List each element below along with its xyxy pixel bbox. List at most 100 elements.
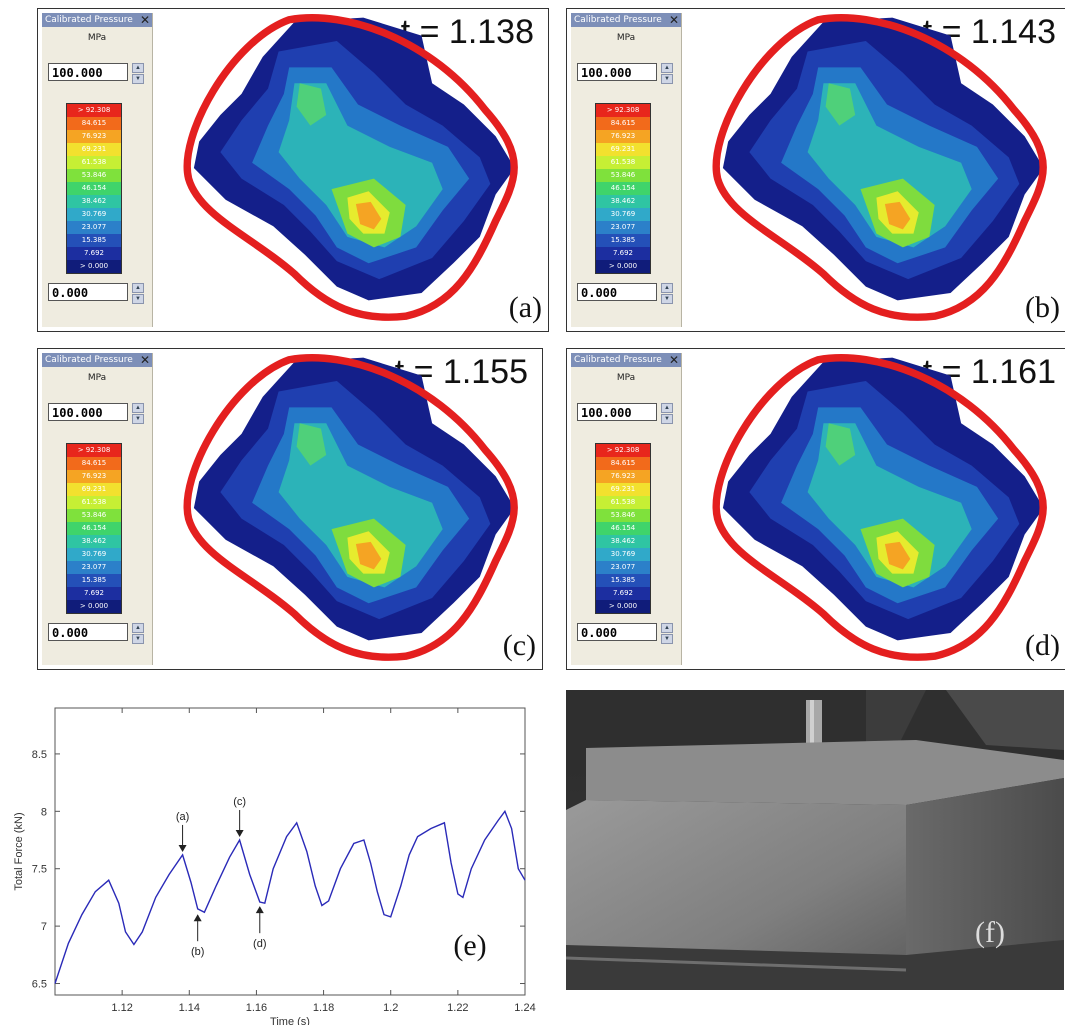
spin-up-icon[interactable]: ▲ [661,403,673,413]
y-tick-label: 8 [41,806,47,818]
scale-entry: 46.154 [596,522,650,535]
scale-entry: 7.692 [67,247,121,260]
scale-entry: 84.615 [596,457,650,470]
upper-spinner[interactable]: ▲ ▼ [661,63,673,84]
color-scale: > 92.308 84.615 76.923 69.231 61.538 53.846 46… [66,103,122,274]
scale-entry: 7.692 [596,247,650,260]
scale-entry: 38.462 [67,535,121,548]
spin-down-icon[interactable]: ▼ [661,294,673,304]
scale-entry: 30.769 [67,208,121,221]
upper-limit-input[interactable]: 100.000 [48,63,128,81]
specimen-photo [566,690,1064,990]
scale-entry: 15.385 [67,234,121,247]
close-icon[interactable]: ✕ [139,353,150,367]
scale-entry: 76.923 [67,470,121,483]
upper-limit-input[interactable]: 100.000 [577,403,657,421]
panel-label: (b) [1025,291,1060,324]
scale-entry: > 92.308 [596,444,650,457]
scale-entry: > 92.308 [67,104,121,117]
y-tick-label: 7 [41,921,47,933]
spin-down-icon[interactable]: ▼ [132,294,144,304]
scale-entry: 69.231 [596,143,650,156]
scale-entry: 61.538 [596,156,650,169]
spin-down-icon[interactable]: ▼ [132,634,144,644]
lower-limit-input[interactable]: 0.000 [48,283,128,301]
scale-entry: 7.692 [596,587,650,600]
sidebar-title: Calibrated Pressure [571,13,681,27]
pressure-map [722,357,1044,641]
upper-spinner[interactable]: ▲ ▼ [132,403,144,424]
pressure-panel-a: Calibrated Pressure ✕ MPa 100.000 ▲ ▼ > 9… [37,8,549,332]
x-tick-label: 1.24 [514,1002,535,1014]
pressure-panel-b: Calibrated Pressure ✕ MPa 100.000 ▲ ▼ > 9… [566,8,1065,332]
annotation-label: (c) [233,796,246,808]
pressure-panel-d: Calibrated Pressure ✕ MPa 100.000 ▲ ▼ > 9… [566,348,1065,670]
scale-entry: 15.385 [596,234,650,247]
lower-spinner[interactable]: ▲ ▼ [132,623,144,644]
plot-area [54,707,526,996]
spin-down-icon[interactable]: ▼ [661,414,673,424]
spin-up-icon[interactable]: ▲ [661,283,673,293]
spin-up-icon[interactable]: ▲ [132,283,144,293]
scale-entry: 76.923 [596,130,650,143]
scale-entry: 15.385 [596,574,650,587]
spin-up-icon[interactable]: ▲ [132,623,144,633]
scale-entry: 76.923 [596,470,650,483]
scale-entry: 23.077 [596,221,650,234]
spin-up-icon[interactable]: ▲ [661,623,673,633]
panel-label-f: (f) [975,916,1005,949]
annotation-arrowhead [255,906,264,914]
x-tick-label: 1.18 [313,1002,334,1014]
y-tick-label: 6.5 [32,979,47,991]
scale-entry: 15.385 [67,574,121,587]
spin-up-icon[interactable]: ▲ [132,63,144,73]
close-icon[interactable]: ✕ [139,13,150,27]
scale-entry: 46.154 [596,182,650,195]
x-tick-label: 1.16 [246,1002,267,1014]
unit-label: MPa [616,33,636,43]
color-scale: > 92.308 84.615 76.923 69.231 61.538 53.846 46… [595,103,651,274]
x-axis-label: Time (s) [270,1016,310,1025]
pressure-panel-c: Calibrated Pressure ✕ MPa 100.000 ▲ ▼ > 9… [37,348,543,670]
x-tick-label: 1.12 [111,1002,132,1014]
sidebar-title: Calibrated Pressure [571,353,681,367]
force-series-line [54,809,526,984]
sidebar-title: Calibrated Pressure [42,353,152,367]
upper-spinner[interactable]: ▲ ▼ [661,403,673,424]
scale-entry: 46.154 [67,522,121,535]
scale-entry: > 92.308 [67,444,121,457]
scale-entry: 46.154 [67,182,121,195]
panel-label: (c) [502,629,536,662]
scale-entry: 38.462 [596,195,650,208]
pressure-sidebar: Calibrated Pressure ✕ MPa 100.000 ▲ ▼ > 9… [42,13,153,327]
upper-limit-input[interactable]: 100.000 [48,403,128,421]
y-tick-label: 7.5 [32,864,47,876]
scale-entry: > 92.308 [596,104,650,117]
scale-entry: 61.538 [67,156,121,169]
panel-label-e: (e) [453,929,486,962]
spin-down-icon[interactable]: ▼ [132,74,144,84]
spin-down-icon[interactable]: ▼ [132,414,144,424]
spin-up-icon[interactable]: ▲ [661,63,673,73]
scale-entry: 61.538 [67,496,121,509]
scale-entry: 84.615 [67,457,121,470]
close-icon[interactable]: ✕ [668,13,679,27]
panel-label: (a) [508,291,542,324]
lower-spinner[interactable]: ▲ ▼ [661,283,673,304]
scale-entry: 38.462 [596,535,650,548]
lower-limit-input[interactable]: 0.000 [48,623,128,641]
close-icon[interactable]: ✕ [668,353,679,367]
lower-limit-input[interactable]: 0.000 [577,623,657,641]
spin-down-icon[interactable]: ▼ [661,634,673,644]
y-tick-label: 8.5 [32,749,47,761]
spin-up-icon[interactable]: ▲ [132,403,144,413]
scale-entry: 69.231 [67,143,121,156]
lower-spinner[interactable]: ▲ ▼ [132,283,144,304]
upper-spinner[interactable]: ▲ ▼ [132,63,144,84]
pressure-map [722,17,1044,301]
spin-down-icon[interactable]: ▼ [661,74,673,84]
x-tick-label: 1.14 [179,1002,200,1014]
lower-limit-input[interactable]: 0.000 [577,283,657,301]
upper-limit-input[interactable]: 100.000 [577,63,657,81]
lower-spinner[interactable]: ▲ ▼ [661,623,673,644]
